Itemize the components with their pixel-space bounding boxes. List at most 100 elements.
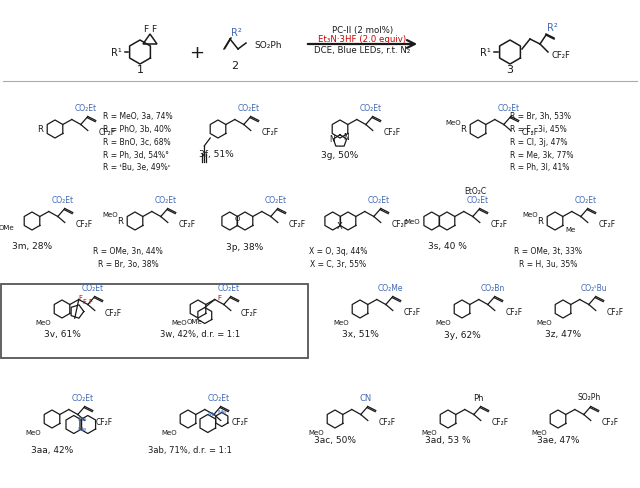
Text: F: F	[143, 25, 148, 35]
Text: +: +	[189, 44, 205, 62]
Text: SO₂Ph: SO₂Ph	[577, 392, 600, 401]
Text: CF₂F: CF₂F	[607, 307, 624, 316]
Text: X: X	[337, 222, 343, 230]
Text: CO₂Et: CO₂Et	[498, 104, 520, 113]
Text: Me: Me	[217, 409, 227, 414]
Text: CO₂Et: CO₂Et	[155, 196, 177, 204]
Text: OMe: OMe	[187, 319, 203, 325]
Text: 3ac, 50%: 3ac, 50%	[314, 435, 356, 444]
Text: CO₂Et: CO₂Et	[237, 104, 260, 113]
Text: MeO: MeO	[536, 319, 552, 325]
Text: CO₂Me: CO₂Me	[378, 284, 404, 292]
Text: CF₂F: CF₂F	[506, 307, 523, 316]
Text: CF₂F: CF₂F	[241, 308, 258, 317]
Text: Ph: Ph	[474, 393, 484, 402]
Text: F: F	[218, 294, 222, 300]
Text: R: R	[460, 125, 466, 134]
Text: MeO: MeO	[36, 319, 51, 325]
Text: MeO: MeO	[161, 429, 177, 435]
Text: R = Br, 3h, 53%
R = F,  3i, 45%
R = Cl, 3j, 47%
R = Me, 3k, 77%
R = Ph, 3l, 41%: R = Br, 3h, 53% R = F, 3i, 45% R = Cl, 3…	[510, 112, 573, 172]
Text: F: F	[152, 25, 157, 35]
Text: CO₂Et: CO₂Et	[75, 104, 97, 113]
Text: MeO: MeO	[333, 319, 349, 325]
Text: R: R	[117, 217, 124, 226]
Text: Me: Me	[566, 226, 576, 232]
Text: EtO₂C: EtO₂C	[465, 186, 487, 196]
Text: Me: Me	[77, 426, 86, 431]
Text: CO₂Et: CO₂Et	[265, 196, 287, 204]
Text: MeO: MeO	[308, 429, 324, 435]
Text: R²: R²	[230, 28, 241, 38]
Text: 3ad, 53 %: 3ad, 53 %	[425, 435, 471, 444]
Text: MeO: MeO	[422, 429, 437, 435]
Text: N: N	[343, 133, 349, 142]
Text: F: F	[89, 298, 93, 304]
Text: F: F	[83, 298, 87, 304]
Text: CF₂F: CF₂F	[522, 128, 539, 137]
Text: Et₃N·3HF (2.0 equiv): Et₃N·3HF (2.0 equiv)	[319, 36, 406, 44]
Text: Me: Me	[77, 416, 86, 421]
Text: CO₂Et: CO₂Et	[72, 393, 94, 402]
Text: 3m, 28%: 3m, 28%	[12, 242, 52, 251]
Text: X = O, 3q, 44%
X = C, 3r, 55%: X = O, 3q, 44% X = C, 3r, 55%	[309, 246, 367, 268]
Text: 3ae, 47%: 3ae, 47%	[537, 435, 579, 444]
Text: 3p, 38%: 3p, 38%	[227, 242, 264, 251]
Text: 3f, 51%: 3f, 51%	[198, 150, 234, 159]
Text: SO₂Ph: SO₂Ph	[254, 41, 282, 50]
Text: 3v, 61%: 3v, 61%	[44, 330, 81, 339]
Text: 3aa, 42%: 3aa, 42%	[31, 445, 73, 453]
Text: MeO: MeO	[404, 219, 420, 224]
Text: MeO: MeO	[102, 212, 118, 218]
Text: CF₂F: CF₂F	[384, 128, 401, 137]
FancyBboxPatch shape	[1, 285, 308, 358]
Text: CF₂F: CF₂F	[602, 417, 619, 426]
Text: CF₂F: CF₂F	[179, 220, 196, 228]
Text: MeO: MeO	[445, 120, 461, 126]
Text: R = OMe, 3n, 44%
R = Br, 3o, 38%: R = OMe, 3n, 44% R = Br, 3o, 38%	[93, 246, 163, 268]
Text: CO₂Et: CO₂Et	[575, 196, 597, 204]
Text: 3z, 47%: 3z, 47%	[545, 330, 581, 339]
Text: CN: CN	[360, 393, 372, 402]
Text: CF₂F: CF₂F	[105, 308, 122, 317]
Text: CF₂F: CF₂F	[99, 128, 116, 137]
Text: CF₂F: CF₂F	[599, 220, 616, 228]
Text: R¹: R¹	[111, 48, 122, 58]
Text: 2: 2	[232, 61, 239, 71]
Text: 3s, 40 %: 3s, 40 %	[428, 242, 467, 251]
Text: CO₂ᵗBu: CO₂ᵗBu	[580, 284, 607, 292]
Text: F: F	[79, 294, 83, 300]
Text: MeO: MeO	[436, 319, 451, 325]
Text: CO₂Et: CO₂Et	[208, 393, 230, 402]
Text: CF₂F: CF₂F	[552, 50, 571, 60]
Text: 3x, 51%: 3x, 51%	[342, 330, 378, 339]
Text: R = MeO, 3a, 74%
R = PhO, 3b, 40%
R = BnO, 3c, 68%
R = Ph, 3d, 54%°
R = ᵗBu, 3e,: R = MeO, 3a, 74% R = PhO, 3b, 40% R = Bn…	[103, 112, 173, 172]
Text: N: N	[329, 135, 335, 144]
Text: CF₂F: CF₂F	[76, 220, 93, 228]
Text: 3y, 62%: 3y, 62%	[444, 330, 481, 339]
Text: CO₂Et: CO₂Et	[360, 104, 382, 113]
Text: MeO: MeO	[172, 319, 188, 325]
Text: Me: Me	[207, 411, 216, 416]
Text: 3g, 50%: 3g, 50%	[321, 150, 358, 159]
Text: CF₂F: CF₂F	[392, 220, 409, 228]
Text: CO₂Et: CO₂Et	[368, 196, 390, 204]
Text: MeO: MeO	[26, 429, 41, 435]
Text: R¹: R¹	[480, 48, 491, 58]
Text: CF₂F: CF₂F	[379, 417, 396, 426]
Text: OMe: OMe	[0, 225, 14, 231]
Text: R²: R²	[547, 23, 557, 33]
Text: CO₂Et: CO₂Et	[52, 196, 74, 204]
Text: R = OMe, 3t, 33%
R = H, 3u, 35%: R = OMe, 3t, 33% R = H, 3u, 35%	[514, 246, 582, 268]
Text: CF₂F: CF₂F	[492, 417, 509, 426]
Text: PC-II (2 mol%): PC-II (2 mol%)	[332, 26, 393, 36]
Text: CF₂F: CF₂F	[491, 220, 508, 228]
Text: MeO: MeO	[522, 212, 538, 218]
Text: R: R	[37, 125, 44, 134]
Text: CF₂F: CF₂F	[262, 128, 279, 137]
Text: CF₂F: CF₂F	[232, 417, 249, 426]
Text: CO₂Et: CO₂Et	[82, 284, 104, 292]
Text: R: R	[538, 217, 543, 226]
Text: CF₂F: CF₂F	[289, 220, 306, 228]
Text: DCE, Blue LEDs, r.t. N₂: DCE, Blue LEDs, r.t. N₂	[314, 46, 411, 55]
Text: CF₂F: CF₂F	[404, 307, 421, 316]
